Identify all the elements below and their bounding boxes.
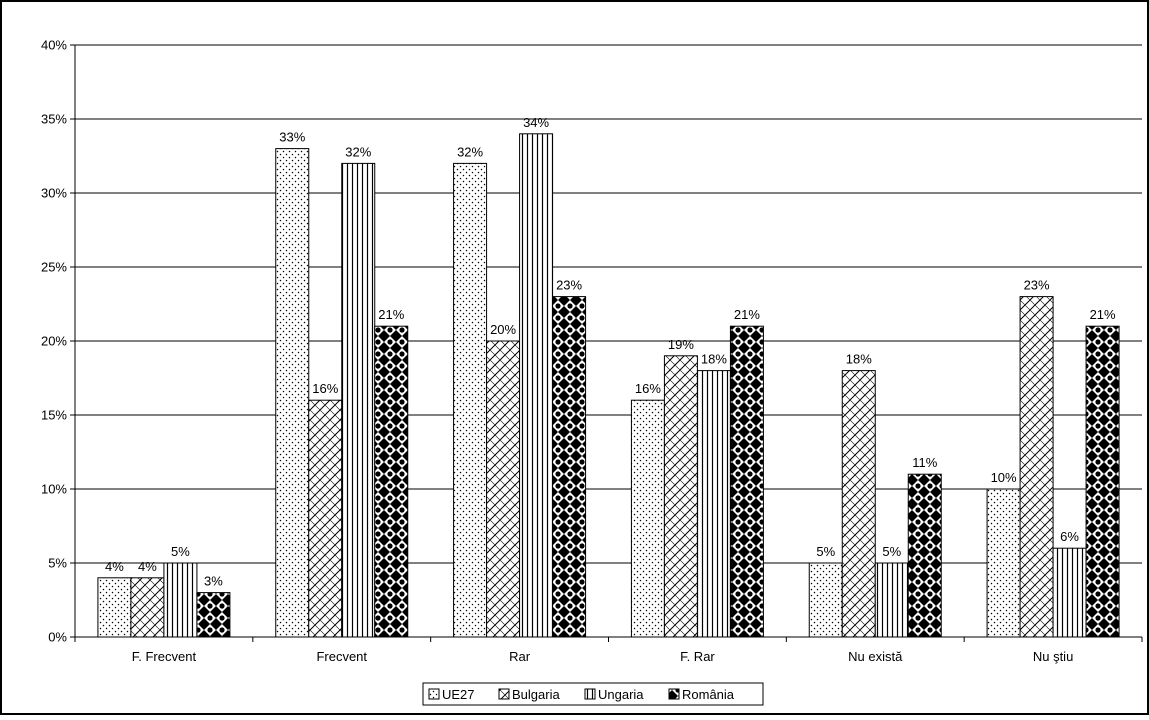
bar-ue27-3 [630,399,665,638]
data-label: 5% [816,544,835,559]
data-label: 3% [204,574,223,589]
data-label: 11% [912,455,937,470]
legend-swatch [668,688,680,700]
bar-rom-nia-3 [729,325,764,638]
data-label: 21% [734,307,760,322]
data-label: 32% [345,144,371,159]
legend-swatch [498,688,510,700]
bar-bulgaria-5 [1019,296,1054,638]
bar-ue27-0 [97,577,132,638]
bar-ue27-4 [808,562,843,638]
legend-label: Bulgaria [512,687,560,702]
data-label: 23% [1024,278,1050,293]
y-tick-label: 35% [41,112,67,127]
data-label: 6% [1060,529,1079,544]
data-label: 10% [991,470,1017,485]
legend-swatch [584,688,596,700]
x-category-label: Frecvent [316,649,367,664]
y-tick-label: 10% [41,482,67,497]
bar-bulgaria-1 [308,399,343,638]
data-label: 19% [668,337,694,352]
y-tick-label: 40% [41,38,67,53]
bars [97,133,1120,638]
data-label: 5% [171,544,190,559]
data-label: 20% [490,322,516,337]
legend-swatch [428,688,440,700]
bar-bulgaria-0 [130,577,165,638]
data-label: 18% [846,352,872,367]
gridlines [75,44,1142,564]
bar-rom-nia-0 [196,592,231,638]
bar-bulgaria-4 [841,370,876,638]
bar-rom-nia-1 [374,325,409,638]
data-label: 23% [556,278,582,293]
data-label: 32% [457,144,483,159]
x-category-label: Rar [509,649,531,664]
x-category-label: F. Rar [680,649,715,664]
data-label: 33% [279,130,305,145]
y-tick-label: 25% [41,260,67,275]
y-tick-label: 30% [41,186,67,201]
x-category-label: Nu ştiu [1033,649,1073,664]
y-tick-label: 5% [48,556,67,571]
x-category-label: Nu există [848,649,903,664]
data-label: 34% [523,115,549,130]
legend-label: UE27 [442,687,475,702]
bar-rom-nia-2 [552,296,587,638]
bar-ungaria-0 [163,562,198,638]
legend-label: România [682,687,735,702]
bar-ungaria-5 [1052,547,1087,638]
data-labels: 4% 4% 5% 3% 33% 16% 32% 21% 32% 20% 34% 23% 16% 19% 18… [105,115,1116,589]
bar-ungaria-1 [341,162,376,638]
y-tick-label: 0% [48,630,67,645]
data-label: 21% [1090,307,1116,322]
data-label: 18% [701,352,727,367]
bar-bulgaria-3 [663,355,698,638]
bar-ue27-1 [275,148,310,638]
axes: 0% 5% 10% 15% 20% 25% 30% 35% 40% F. Frecvent Frec… [41,38,1143,664]
bar-bulgaria-2 [486,340,521,638]
bar-rom-nia-4 [907,473,942,638]
data-label: 21% [378,307,404,322]
legend: UE27 Bulgaria Ungaria România [422,682,764,706]
data-label: 16% [312,381,338,396]
bar-ue27-2 [453,162,488,638]
bar-rom-nia-5 [1085,325,1120,638]
legend-label: Ungaria [598,687,644,702]
bar-ungaria-2 [519,133,554,638]
data-label: 16% [635,381,661,396]
data-label: 4% [105,559,124,574]
data-label: 5% [882,544,901,559]
y-tick-label: 15% [41,408,67,423]
data-label: 4% [138,559,157,574]
bar-ungaria-4 [874,562,909,638]
bar-ungaria-3 [696,370,731,638]
x-category-label: F. Frecvent [132,649,197,664]
y-tick-label: 20% [41,334,67,349]
bar-ue27-5 [986,488,1021,638]
